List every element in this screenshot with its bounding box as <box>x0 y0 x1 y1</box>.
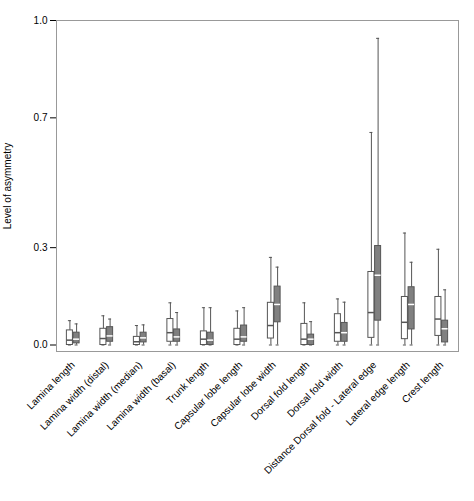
svg-text:Trunk length: Trunk length <box>164 359 211 407</box>
svg-text:Capsular lobe length: Capsular lobe length <box>171 359 245 432</box>
svg-text:0.3: 0.3 <box>34 242 48 253</box>
svg-text:Capsular lobe width: Capsular lobe width <box>208 359 278 430</box>
svg-text:Dorsal fold length: Dorsal fold length <box>249 359 312 422</box>
svg-text:Lateral edge length: Lateral edge length <box>344 359 412 427</box>
svg-text:0.7: 0.7 <box>34 112 48 123</box>
svg-text:0.0: 0.0 <box>34 339 48 350</box>
svg-text:Level of asymmetry: Level of asymmetry <box>2 143 13 230</box>
svg-text:Lamina width (distal): Lamina width (distal) <box>37 359 111 432</box>
svg-text:Lamina width (median): Lamina width (median) <box>64 359 144 439</box>
svg-text:Distance Dorsal fold - Lateral: Distance Dorsal fold - Lateral edge <box>261 359 379 476</box>
svg-text:Lamina width (basal): Lamina width (basal) <box>104 359 178 433</box>
svg-text:1.0: 1.0 <box>34 15 48 26</box>
svg-text:Lamina length: Lamina length <box>24 359 77 412</box>
svg-text:Crest length: Crest length <box>400 359 446 405</box>
svg-text:Dorsal fold width: Dorsal fold width <box>285 359 345 419</box>
